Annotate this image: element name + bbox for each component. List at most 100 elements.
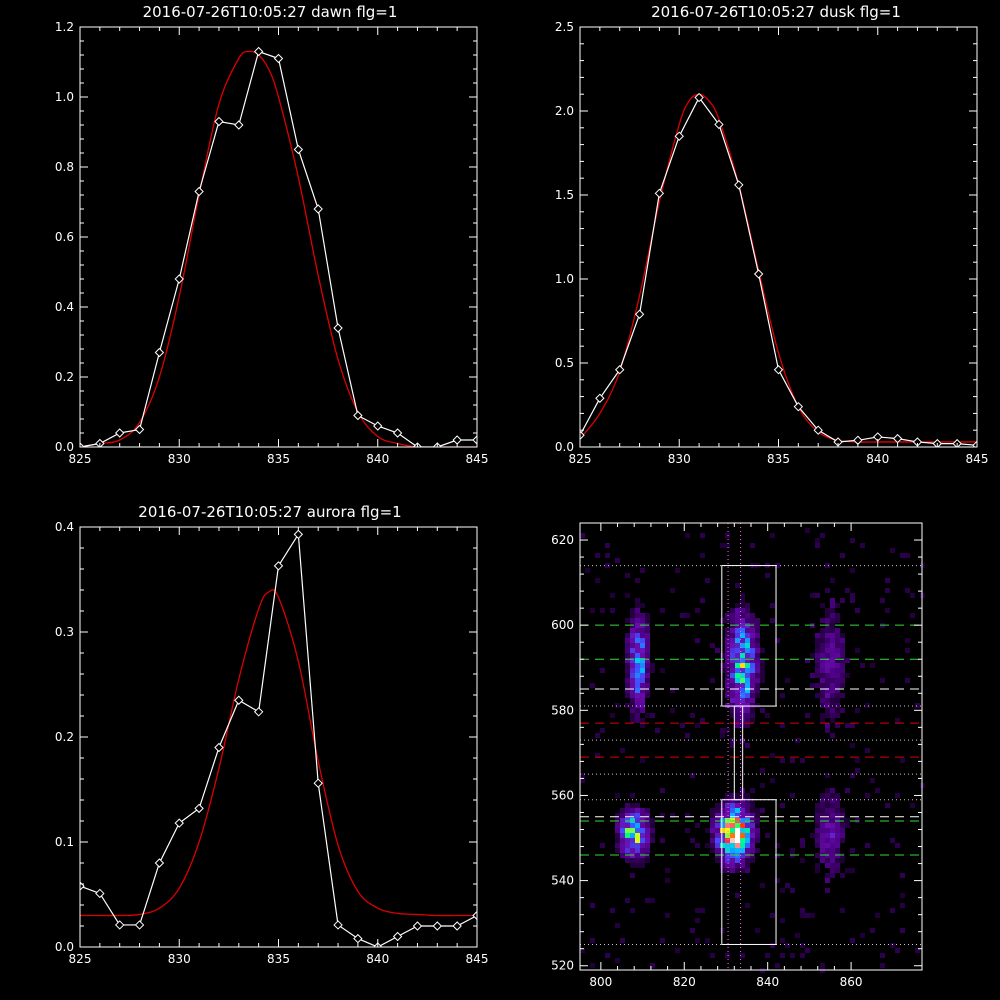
- dusk-xtick-label: 845: [966, 452, 989, 466]
- image-pixel: [820, 838, 825, 843]
- image-pixel: [610, 713, 615, 718]
- image-pixel: [745, 868, 750, 873]
- image-pixel: [710, 843, 715, 848]
- image-pixel: [710, 818, 715, 823]
- image-pixel: [730, 698, 735, 703]
- image-pixel: [835, 848, 840, 853]
- image-pixel: [820, 688, 825, 693]
- dawn-data-point: [353, 410, 363, 421]
- image-pixel: [730, 843, 735, 848]
- image-pixel: [730, 658, 735, 663]
- image-pixel: [730, 848, 735, 853]
- image-pixel: [830, 808, 835, 813]
- image-pixel: [895, 718, 900, 723]
- image-pixel: [840, 708, 845, 713]
- image-pixel: [650, 818, 655, 823]
- aurora-panel: 2016-07-26T10:05:27 aurora flg=1 825 830 8…: [55, 503, 489, 966]
- image-pixel: [815, 593, 820, 598]
- image-pixel: [750, 673, 755, 678]
- dawn-data-point: [194, 186, 204, 197]
- image-pixel: [625, 688, 630, 693]
- aurora-data-point: [174, 818, 184, 828]
- image-pixel: [630, 833, 635, 838]
- image-pixel: [815, 683, 820, 688]
- image-pixel: [710, 813, 715, 818]
- image-pixel: [810, 913, 815, 918]
- image-pixel: [830, 858, 835, 863]
- image-pixel: [640, 628, 645, 633]
- image-pixel: [720, 858, 725, 863]
- image-pixel: [595, 733, 600, 738]
- image-pixel: [760, 663, 765, 668]
- image-extraction-box: [721, 565, 777, 707]
- image-pixel: [630, 713, 635, 718]
- aurora-data-point: [194, 803, 204, 814]
- image-pixel: [645, 823, 650, 828]
- image-pixel: [720, 928, 725, 933]
- image-pixel: [805, 948, 810, 953]
- image-pixel: [905, 553, 910, 558]
- image-pixel: [615, 823, 620, 828]
- image-pixel: [855, 708, 860, 713]
- image-pixel: [865, 703, 870, 708]
- image-pixel: [745, 698, 750, 703]
- image-pixel: [750, 628, 755, 633]
- image-pixel: [640, 838, 645, 843]
- image-pixel: [825, 863, 830, 868]
- image-pixel: [725, 838, 730, 843]
- image-pixel: [630, 703, 635, 708]
- image-pixel: [835, 838, 840, 843]
- image-pixel: [820, 833, 825, 838]
- image-pixel: [660, 938, 665, 943]
- image-pixel: [815, 818, 820, 823]
- image-pixel: [830, 698, 835, 703]
- aurora-data-point: [432, 921, 443, 931]
- image-ytick-label: 600: [551, 618, 574, 632]
- image-pixel: [820, 963, 825, 968]
- image-pixel: [850, 938, 855, 943]
- image-pixel: [720, 798, 725, 803]
- image-pixel: [830, 658, 835, 663]
- image-pixel: [835, 653, 840, 658]
- image-pixel: [760, 673, 765, 678]
- image-pixel: [820, 678, 825, 683]
- image-pixel: [815, 668, 820, 673]
- image-pixel: [825, 858, 830, 863]
- image-pixel: [645, 643, 650, 648]
- image-pixel: [825, 653, 830, 658]
- image-pixel: [850, 568, 855, 573]
- image-pixel: [725, 833, 730, 838]
- image-pixel: [615, 793, 620, 798]
- image-pixel: [735, 683, 740, 688]
- image-pixel: [630, 848, 635, 853]
- image-pixel: [645, 673, 650, 678]
- image-pixel: [635, 578, 640, 583]
- image-pixel: [630, 613, 635, 618]
- image-pixel: [815, 868, 820, 873]
- image-pixel: [755, 668, 760, 673]
- image-pixel: [735, 863, 740, 868]
- image-pixel: [660, 608, 665, 613]
- image-pixel: [740, 638, 745, 643]
- aurora-fit-line: [80, 589, 477, 917]
- image-pixel: [715, 813, 720, 818]
- image-pixel: [640, 843, 645, 848]
- image-pixel: [645, 693, 650, 698]
- image-pixel: [830, 618, 835, 623]
- image-pixel: [780, 888, 785, 893]
- image-pixel: [720, 668, 725, 673]
- image-pixel: [830, 798, 835, 803]
- image-pixel: [815, 838, 820, 843]
- image-pixel: [675, 948, 680, 953]
- dusk-data-point: [674, 131, 684, 141]
- image-pixel: [620, 848, 625, 853]
- image-pixel: [825, 638, 830, 643]
- image-pixel: [720, 653, 725, 658]
- aurora-data-point: [234, 695, 244, 705]
- image-pixel: [635, 718, 640, 723]
- image-pixel: [840, 643, 845, 648]
- aurora-data-point: [412, 921, 423, 931]
- image-pixel: [615, 813, 620, 818]
- image-pixel: [640, 633, 645, 638]
- image-pixel: [770, 778, 775, 783]
